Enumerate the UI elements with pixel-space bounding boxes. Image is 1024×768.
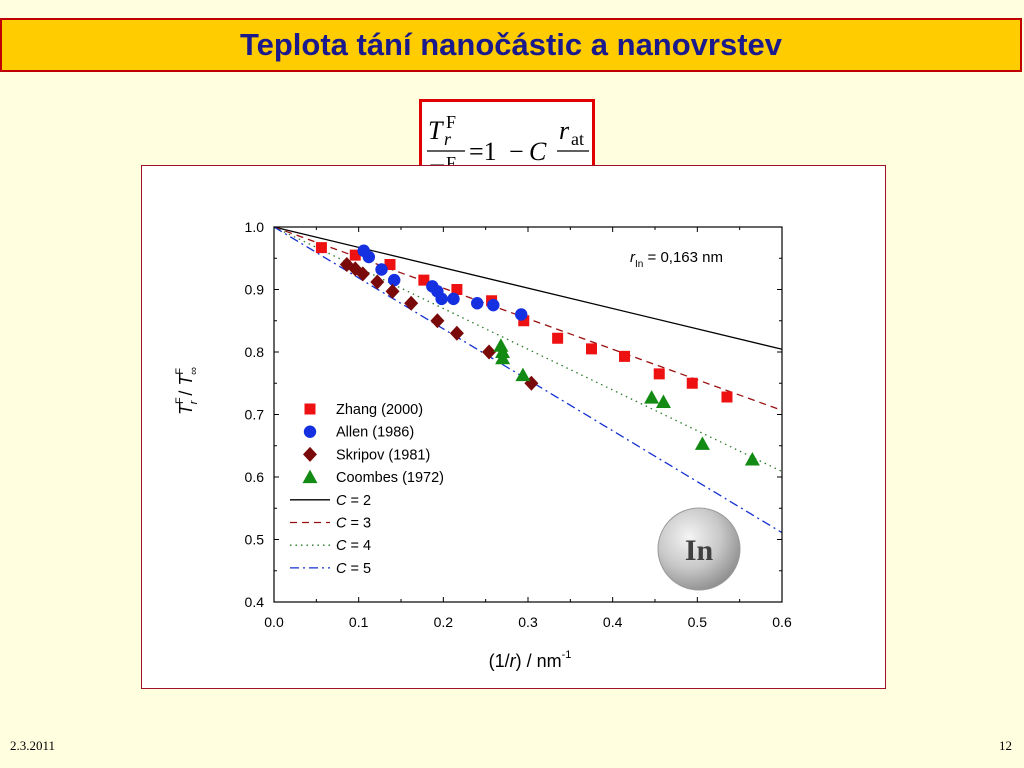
legend-label: Zhang (2000) bbox=[336, 402, 423, 418]
circle-point bbox=[362, 250, 376, 264]
ylabel-t2: T bbox=[176, 373, 196, 386]
square-point bbox=[619, 350, 631, 362]
legend-marker-triangle bbox=[302, 469, 318, 484]
legend-label: C = 5 bbox=[336, 561, 371, 577]
slide-title: Teplota tání nanočástic a nanovrstev bbox=[239, 27, 783, 62]
legend-label: C = 3 bbox=[336, 516, 371, 532]
element-symbol: In bbox=[685, 534, 714, 567]
model-line-c2 bbox=[273, 226, 783, 350]
diamond-point bbox=[430, 313, 445, 329]
model-line-c5 bbox=[273, 226, 783, 534]
square-point bbox=[653, 368, 665, 380]
plot-area: 0.0 0.1 0.2 0.3 0.4 0.5 0.6 0.4 0.5 0.6 0.7 0.8 0.9 1… bbox=[245, 219, 792, 630]
formula-at-sub: at bbox=[571, 129, 584, 149]
square-point bbox=[384, 259, 396, 270]
chart-svg: TF r / TF ∞ (1/r) / nm-1 rIn = 0,163 nm In… bbox=[174, 219, 792, 671]
legend-label: C = 4 bbox=[336, 538, 371, 554]
ylabel-inf: ∞ bbox=[188, 367, 200, 375]
title-bar: Teplota tání nanočástic a nanovrstev bbox=[0, 18, 1022, 72]
xlabel-unit: ) / nm bbox=[516, 651, 562, 671]
legend-marker-diamond bbox=[303, 446, 317, 462]
diamond-point bbox=[385, 283, 400, 299]
diamond-point bbox=[404, 295, 419, 311]
circle-point bbox=[388, 273, 401, 287]
chart-frame: TF r / TF ∞ (1/r) / nm-1 rIn = 0,163 nm In… bbox=[141, 165, 886, 689]
square-point bbox=[315, 242, 327, 254]
y-tick-label: 0.5 bbox=[245, 532, 265, 548]
diamond-point bbox=[355, 266, 370, 282]
legend-marker-square bbox=[304, 403, 316, 415]
ylabel-slash: / bbox=[176, 386, 196, 401]
y-tick-label: 0.7 bbox=[245, 407, 265, 423]
footer-page-number: 12 bbox=[999, 738, 1012, 753]
legend-label: Skripov (1981) bbox=[336, 447, 430, 463]
x-tick-label: 0.0 bbox=[264, 614, 284, 630]
circle-point bbox=[447, 292, 460, 306]
xlabel-open: (1/ bbox=[489, 651, 510, 671]
x-tick-label: 0.2 bbox=[434, 614, 454, 630]
x-tick-label: 0.6 bbox=[772, 614, 792, 630]
formula-f-bottom: F bbox=[446, 153, 456, 173]
square-point bbox=[721, 391, 733, 403]
circle-point bbox=[487, 298, 500, 312]
svg-text:rIn = 0,163 nm: rIn = 0,163 nm bbox=[630, 249, 723, 270]
legend-label: Allen (1986) bbox=[336, 425, 414, 441]
triangle-point bbox=[644, 390, 660, 404]
square-point bbox=[349, 249, 361, 261]
square-point bbox=[518, 315, 530, 327]
diamond-point bbox=[482, 344, 497, 360]
circle-point bbox=[515, 308, 528, 321]
formula-t-top: T bbox=[428, 116, 444, 145]
triangle-point bbox=[694, 436, 710, 450]
annotation-sub: In bbox=[635, 259, 643, 270]
y-tick-label: 1.0 bbox=[245, 219, 265, 235]
triangle-point bbox=[515, 367, 531, 382]
square-point bbox=[586, 343, 597, 355]
x-tick-label: 0.1 bbox=[349, 614, 369, 630]
annotation-r: r bbox=[630, 249, 636, 266]
xlabel-r: r bbox=[510, 651, 517, 671]
formula-equals-one: =1 bbox=[469, 137, 497, 166]
diamond-point bbox=[370, 274, 385, 290]
x-tick-label: 0.4 bbox=[603, 614, 623, 630]
xlabel-exp: -1 bbox=[562, 649, 572, 661]
x-tick-label: 0.5 bbox=[688, 614, 708, 630]
footer-date: 2.3.2011 bbox=[10, 738, 56, 753]
circle-point bbox=[435, 292, 448, 306]
square-point bbox=[418, 274, 430, 286]
svg-text:TFr / TF∞: TF r / TF ∞ bbox=[174, 367, 200, 415]
circle-point bbox=[471, 297, 484, 310]
ylabel-t1: T bbox=[176, 402, 196, 415]
element-badge: In bbox=[657, 507, 741, 591]
formula-r-sub: r bbox=[444, 129, 452, 149]
r-annotation: rIn = 0,163 nm bbox=[630, 249, 723, 270]
triangle-point bbox=[744, 452, 760, 466]
y-tick-label: 0.8 bbox=[245, 344, 265, 360]
x-axis-label: (1/r) / nm-1 bbox=[489, 649, 572, 671]
formula-minus: − bbox=[509, 137, 524, 166]
annotation-value: = 0,163 nm bbox=[643, 249, 723, 266]
legend-marker-circle bbox=[303, 425, 317, 438]
diamond-point bbox=[449, 325, 464, 341]
y-axis-label: TF r / TF ∞ bbox=[174, 367, 200, 415]
diamond-point bbox=[339, 257, 354, 272]
circle-point bbox=[375, 263, 388, 276]
formula-f-top: F bbox=[446, 112, 456, 132]
y-tick-label: 0.4 bbox=[245, 594, 265, 610]
y-tick-label: 0.9 bbox=[245, 282, 265, 298]
formula-r-at: r bbox=[559, 116, 570, 145]
y-tick-label: 0.6 bbox=[245, 469, 265, 485]
square-point bbox=[552, 332, 564, 344]
triangle-point bbox=[495, 350, 511, 365]
x-tick-label: 0.3 bbox=[518, 614, 538, 630]
square-point bbox=[451, 284, 463, 295]
ylabel-f2: F bbox=[174, 368, 186, 375]
legend-label: Coombes (1972) bbox=[336, 470, 444, 486]
triangle-point bbox=[655, 394, 671, 408]
ylabel-r: r bbox=[188, 399, 200, 404]
square-point bbox=[686, 377, 698, 389]
ylabel-f1: F bbox=[174, 397, 186, 404]
formula-c: C bbox=[529, 137, 547, 166]
legend-label: C = 2 bbox=[336, 493, 371, 509]
